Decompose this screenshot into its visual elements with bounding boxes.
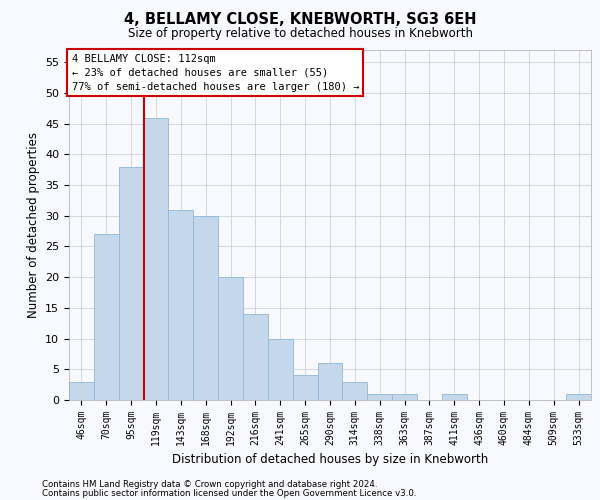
Bar bbox=[566, 394, 591, 400]
Bar bbox=[268, 338, 293, 400]
Bar bbox=[243, 314, 268, 400]
X-axis label: Distribution of detached houses by size in Knebworth: Distribution of detached houses by size … bbox=[172, 454, 488, 466]
Bar bbox=[119, 166, 143, 400]
Text: Contains HM Land Registry data © Crown copyright and database right 2024.: Contains HM Land Registry data © Crown c… bbox=[42, 480, 377, 489]
Bar bbox=[317, 363, 343, 400]
Bar bbox=[193, 216, 218, 400]
Y-axis label: Number of detached properties: Number of detached properties bbox=[26, 132, 40, 318]
Bar bbox=[367, 394, 392, 400]
Bar bbox=[392, 394, 417, 400]
Text: Size of property relative to detached houses in Knebworth: Size of property relative to detached ho… bbox=[128, 28, 473, 40]
Bar bbox=[69, 382, 94, 400]
Bar bbox=[343, 382, 367, 400]
Bar bbox=[169, 210, 193, 400]
Text: 4, BELLAMY CLOSE, KNEBWORTH, SG3 6EH: 4, BELLAMY CLOSE, KNEBWORTH, SG3 6EH bbox=[124, 12, 476, 28]
Bar bbox=[442, 394, 467, 400]
Text: 4 BELLAMY CLOSE: 112sqm
← 23% of detached houses are smaller (55)
77% of semi-de: 4 BELLAMY CLOSE: 112sqm ← 23% of detache… bbox=[71, 54, 359, 92]
Bar bbox=[293, 376, 317, 400]
Bar bbox=[94, 234, 119, 400]
Bar bbox=[143, 118, 169, 400]
Text: Contains public sector information licensed under the Open Government Licence v3: Contains public sector information licen… bbox=[42, 489, 416, 498]
Bar bbox=[218, 277, 243, 400]
